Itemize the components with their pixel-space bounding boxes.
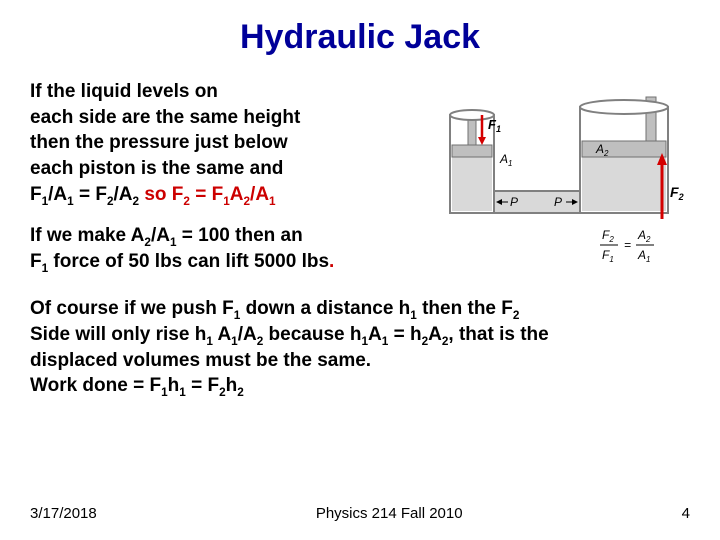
svg-text:A1: A1 (637, 248, 650, 264)
footer-date: 3/17/2018 (30, 505, 97, 522)
p1-line4: each piston is the same and (30, 158, 283, 179)
hydraulic-diagram: F1 F2 A1 A2 P (410, 79, 690, 269)
ratio-equation: F2 F1 = A2 A1 (600, 228, 654, 264)
content-row: If the liquid levels on each side are th… (30, 79, 690, 274)
svg-text:P: P (554, 195, 562, 209)
p1-line1: If the liquid levels on (30, 81, 218, 102)
paragraph-1: If the liquid levels on each side are th… (30, 79, 400, 207)
left-fluid (452, 157, 492, 211)
right-fluid (582, 157, 666, 211)
right-cylinder-top (580, 100, 668, 114)
p1-line3: then the pressure just below (30, 132, 288, 153)
p1-line2: each side are the same height (30, 107, 300, 128)
f2-label: F2 (670, 184, 684, 202)
left-piston (452, 145, 492, 157)
p1-eq-so: so F2 = F1A2/A1 (144, 184, 275, 205)
a1-label: A1 (499, 152, 512, 168)
spacer (30, 207, 400, 223)
p1-eq: F1/A1 = F2/A2 so F2 = F1A2/A1 (30, 184, 276, 205)
slide-title: Hydraulic Jack (30, 18, 690, 57)
footer-center: Physics 214 Fall 2010 (316, 505, 463, 522)
svg-text:A2: A2 (637, 228, 651, 244)
text-column: If the liquid levels on each side are th… (30, 79, 400, 274)
svg-text:F1: F1 (602, 248, 614, 264)
f1-label: F1 (488, 117, 501, 134)
footer-page: 4 (682, 505, 690, 522)
footer: 3/17/2018 Physics 214 Fall 2010 4 (0, 505, 720, 522)
right-piston (582, 141, 666, 157)
figure-column: F1 F2 A1 A2 P (410, 79, 690, 274)
svg-text:F2: F2 (602, 228, 614, 244)
svg-text:P: P (510, 195, 518, 209)
slide: Hydraulic Jack If the liquid levels on e… (0, 0, 720, 540)
paragraph-3: Of course if we push F1 down a distance … (30, 296, 690, 399)
svg-text:=: = (624, 238, 631, 252)
paragraph-2: If we make A2/A1 = 100 then anF1 force o… (30, 223, 400, 274)
